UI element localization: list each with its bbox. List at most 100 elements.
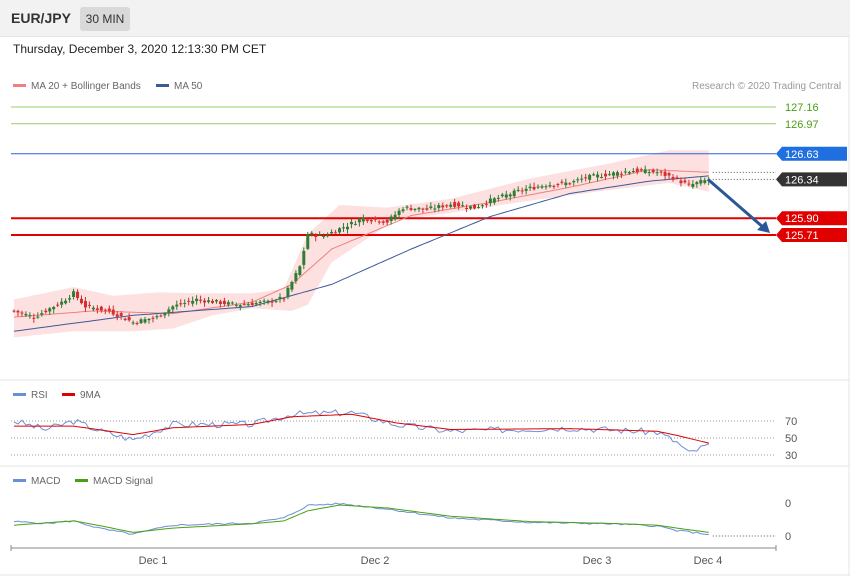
- candle-body: [703, 180, 707, 183]
- candle-body: [44, 310, 48, 313]
- candle-body: [592, 174, 596, 176]
- candle-body: [246, 304, 250, 306]
- candle-body: [667, 173, 671, 176]
- candle-body: [95, 308, 99, 310]
- candle-body: [99, 306, 103, 311]
- candle-body: [342, 227, 346, 229]
- candle-body: [572, 180, 576, 183]
- candle-body: [83, 300, 87, 308]
- candle-body: [425, 208, 429, 210]
- candle-body: [270, 301, 274, 303]
- candle-body: [310, 232, 314, 235]
- candle-body: [36, 316, 40, 318]
- candle-body: [433, 208, 437, 210]
- candle-body: [445, 205, 449, 207]
- candle-body: [60, 301, 64, 305]
- level-label-125.90: 125.90: [785, 213, 819, 225]
- candle-body: [441, 205, 445, 208]
- macd-signal-line: [13, 504, 709, 533]
- candle-body: [254, 302, 258, 305]
- legend-macd-signal-label: MACD Signal: [93, 476, 154, 487]
- candle-body: [409, 208, 413, 210]
- ma20-swatch: [13, 83, 26, 87]
- rsi-ma-line: [14, 413, 709, 444]
- candle-body: [218, 301, 222, 305]
- level-tag-125.71: [776, 228, 847, 242]
- ma50-line: [13, 175, 709, 332]
- legend-rsi-label: RSI: [31, 390, 48, 401]
- candle-body: [401, 209, 405, 212]
- candle-body: [643, 169, 647, 173]
- candle-body: [64, 300, 68, 304]
- timeframe-button[interactable]: 30 MIN: [80, 7, 130, 31]
- candle-body: [52, 307, 56, 310]
- candle-body: [322, 236, 326, 238]
- candle-body: [294, 273, 298, 282]
- candle-body: [516, 189, 520, 191]
- candle-body: [647, 172, 651, 174]
- candle-body: [611, 172, 615, 176]
- candle-body: [278, 296, 282, 300]
- candle-body: [16, 310, 20, 313]
- legend-rsi-ma-label: 9MA: [80, 390, 101, 401]
- candle-body: [596, 174, 600, 178]
- candle-body: [405, 206, 409, 208]
- candle-body: [453, 201, 457, 207]
- candle-body: [230, 302, 234, 304]
- rsi-line: [13, 409, 709, 452]
- legend-rsi-ma: 9MA: [62, 390, 101, 401]
- candle-body: [675, 177, 679, 179]
- candle-body: [79, 298, 83, 304]
- candle-body: [413, 208, 417, 210]
- candle-body: [24, 313, 28, 316]
- candle-body: [540, 186, 544, 188]
- candle-body: [560, 181, 564, 183]
- candle-body: [143, 319, 147, 323]
- candle-body: [266, 300, 270, 303]
- candle-body: [429, 206, 433, 209]
- candle-body: [242, 304, 246, 306]
- candle-body: [365, 219, 369, 221]
- forecast-arrow-shaft: [707, 178, 765, 230]
- candle-body: [476, 207, 480, 209]
- candle-body: [131, 322, 135, 324]
- candle-body: [171, 306, 175, 310]
- candle-body: [504, 194, 508, 198]
- candle-body: [568, 183, 572, 185]
- candle-body: [663, 171, 667, 176]
- candle-body: [473, 204, 477, 209]
- candle-body: [302, 250, 306, 265]
- candle-body: [72, 291, 76, 297]
- candle-body: [576, 179, 580, 181]
- candle-body: [461, 205, 465, 207]
- candle-body: [528, 186, 532, 189]
- ma50-swatch: [156, 83, 169, 87]
- x-axis-label: Dec 3: [583, 555, 612, 567]
- chart-header: EUR/JPY 30 MIN: [0, 0, 850, 37]
- candle-body: [695, 182, 699, 185]
- level-label-126.97: 126.97: [785, 119, 819, 131]
- candle-body: [214, 300, 218, 302]
- macd-tick-label: 0: [785, 531, 791, 543]
- level-label-126.34: 126.34: [785, 174, 819, 186]
- candle-body: [234, 304, 238, 306]
- candle-body: [437, 205, 441, 209]
- candle-body: [48, 308, 52, 312]
- candle-body: [298, 266, 302, 276]
- candle-body: [250, 302, 254, 306]
- candle-body: [56, 304, 60, 306]
- rsi-tick-label: 70: [785, 416, 797, 428]
- candle-body: [318, 234, 322, 236]
- candle-body: [167, 309, 171, 313]
- candle-body: [600, 177, 604, 179]
- candle-body: [87, 304, 91, 306]
- candle-body: [32, 317, 36, 319]
- candle-body: [615, 172, 619, 176]
- macd-swatch: [13, 478, 26, 482]
- candle-body: [655, 172, 659, 174]
- candle-body: [679, 180, 683, 184]
- candle-body: [103, 309, 107, 311]
- candle-body: [286, 287, 290, 298]
- candle-body: [385, 219, 389, 223]
- candle-body: [544, 186, 548, 188]
